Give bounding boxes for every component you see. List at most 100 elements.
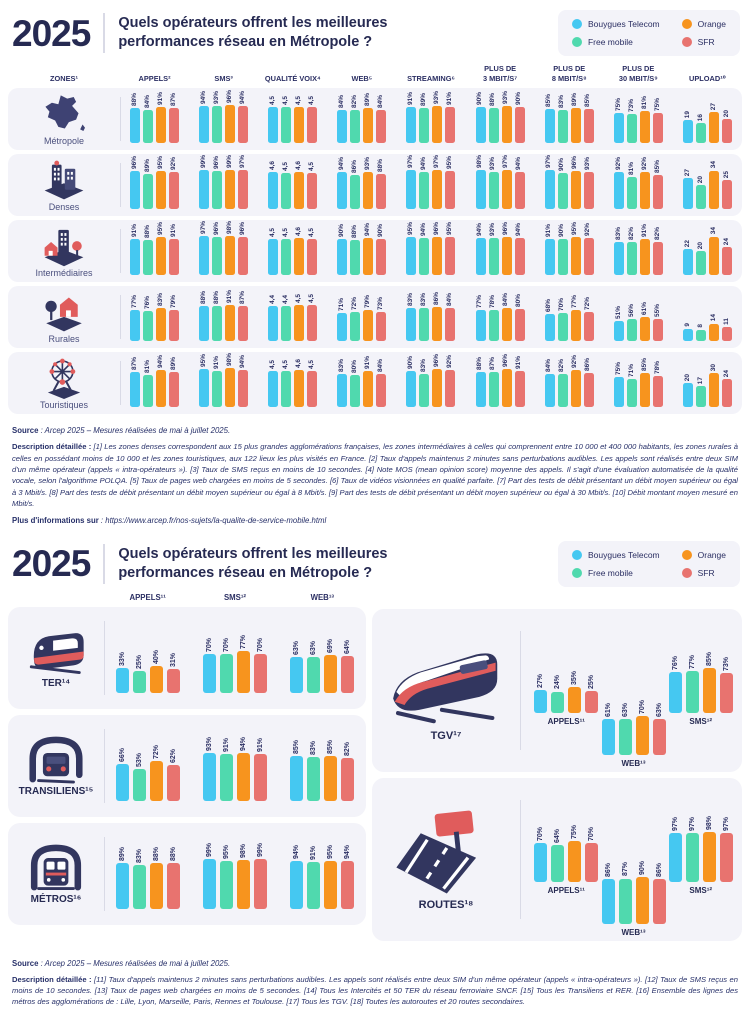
orange-bar bbox=[324, 654, 338, 693]
bouygues-bar bbox=[290, 656, 304, 693]
orange-bar bbox=[236, 859, 250, 909]
free-bar bbox=[488, 172, 499, 210]
bar-unit-orange: 96% bbox=[432, 354, 443, 408]
bar-value-label: 4,5 bbox=[282, 96, 290, 106]
bar-unit-free: 17 bbox=[695, 377, 706, 408]
bar-value-label: 75% bbox=[614, 98, 622, 112]
bar-value-label: 96% bbox=[212, 155, 220, 169]
bar-value-label: 94% bbox=[364, 222, 372, 236]
bar-value-label: 88% bbox=[489, 93, 497, 107]
bar-unit-bouygues: 90% bbox=[337, 224, 348, 276]
bar-value-label: 4,4 bbox=[282, 295, 290, 305]
bar-unit-free: 63% bbox=[307, 641, 321, 693]
bar-value-label: 86% bbox=[351, 159, 359, 173]
bouygues-bar bbox=[268, 172, 279, 210]
bar-group: 66% 53% 72% 62% bbox=[104, 745, 191, 816]
bouygues-bar bbox=[613, 172, 624, 210]
orange-bar bbox=[294, 107, 305, 144]
legend-label: Bouygues Telecom bbox=[587, 19, 660, 29]
bar-value-label: 76% bbox=[143, 295, 151, 309]
col-header-zones: ZONES¹ bbox=[50, 73, 78, 83]
bar-value-label: 93% bbox=[212, 91, 220, 105]
bar-unit-sfr: 70% bbox=[253, 638, 267, 693]
bar-unit-free: 4,5 bbox=[281, 360, 292, 408]
bar-value-label: 63% bbox=[293, 640, 301, 655]
bar-unit-free: 4,5 bbox=[281, 96, 292, 144]
bar-group: 19 16 27 20 bbox=[673, 103, 742, 151]
bar-unit-free: 90% bbox=[557, 158, 568, 210]
bar-value-label: 97% bbox=[688, 816, 696, 831]
bar-group: 97% 94% 97% 95% bbox=[396, 155, 465, 216]
orange-color-dot bbox=[681, 19, 692, 29]
source-text: : Arcep 2025 – Mesures réalisées de mai … bbox=[38, 958, 231, 968]
free-bar bbox=[419, 107, 430, 144]
bar-group: 77% 78% 84% 80% bbox=[466, 293, 535, 349]
bar-unit-orange: 89% bbox=[570, 93, 581, 144]
bar-value-label: 20 bbox=[722, 110, 730, 118]
bar-group: 91% 90% 95% 92% bbox=[535, 222, 604, 282]
bar-value-label: 89% bbox=[118, 846, 126, 861]
bouygues-bar bbox=[115, 668, 129, 693]
bar-unit-bouygues: 71% bbox=[337, 298, 348, 342]
bouygues-bar bbox=[130, 238, 141, 276]
bar-unit-bouygues: 4,5 bbox=[268, 228, 279, 276]
zone-cell: Intermédiaires bbox=[8, 220, 120, 282]
bar-unit-sfr: 64% bbox=[341, 640, 355, 693]
bar-unit-free: 88% bbox=[488, 93, 499, 144]
bar-value-label: 77% bbox=[476, 295, 484, 309]
description-text: [1] Les zones denses correspondent aux 1… bbox=[12, 442, 738, 509]
transport-panel-icon-cell: TGV¹⁷ bbox=[372, 609, 520, 772]
bar-value-label: 96% bbox=[502, 353, 510, 367]
bar-value-label: 99% bbox=[225, 154, 233, 168]
col-header-sms: SMS¹² bbox=[223, 592, 247, 602]
free-bar bbox=[557, 374, 568, 408]
bar-unit-free: 86% bbox=[350, 159, 361, 210]
free-bar bbox=[212, 370, 223, 408]
bouygues-bar bbox=[115, 763, 129, 801]
bar-value-label: 94% bbox=[338, 156, 346, 170]
bar-value-label: 94% bbox=[238, 354, 246, 368]
divider bbox=[104, 620, 105, 695]
bar-unit-free: 73% bbox=[626, 99, 637, 144]
bar-unit-bouygues: 27% bbox=[534, 674, 548, 713]
bar-group: 94% 86% 93% 88% bbox=[327, 157, 396, 217]
free-bar bbox=[695, 251, 706, 276]
bar-unit-bouygues: 99% bbox=[202, 843, 216, 909]
bar-value-label: 78% bbox=[489, 295, 497, 309]
metric-group-web: 86% 87% 90% 86% WEB¹³ bbox=[601, 861, 666, 937]
bar-unit-orange: 81% bbox=[639, 96, 650, 144]
col-header-streaming: STREAMING⁶ bbox=[407, 73, 455, 83]
bar-value-label: 94% bbox=[238, 90, 246, 104]
free-bar bbox=[626, 378, 637, 408]
free-bar bbox=[618, 718, 632, 755]
orange-bar bbox=[432, 170, 443, 210]
sfr-bar bbox=[307, 239, 318, 276]
free-bar bbox=[132, 865, 146, 909]
bar-unit-orange: 86% bbox=[432, 292, 443, 342]
bar-value-label: 92% bbox=[446, 355, 454, 369]
bouygues-bar bbox=[682, 328, 693, 342]
more-info-line: Plus d'informations sur : https://www.ar… bbox=[12, 516, 738, 525]
transport-cell: TER¹⁴ bbox=[8, 607, 104, 709]
more-info-link[interactable]: : https://www.arcep.fr/nos-sujets/la-qua… bbox=[98, 515, 327, 525]
bar-value-label: 87% bbox=[130, 357, 138, 371]
legend-label: Bouygues Telecom bbox=[587, 549, 660, 560]
sfr-bar bbox=[721, 379, 732, 408]
bar-value-label: 88% bbox=[351, 225, 359, 239]
bouygues-bar bbox=[534, 690, 548, 713]
col-header-web: WEB¹³ bbox=[310, 592, 335, 602]
bar-value-label: 19 bbox=[683, 111, 691, 119]
orange-bar bbox=[570, 370, 581, 408]
bar-value-label: 83% bbox=[135, 849, 143, 864]
bar-unit-bouygues: 90% bbox=[475, 92, 486, 144]
bar-unit-sfr: 63% bbox=[652, 703, 666, 755]
orange-bar bbox=[635, 716, 649, 755]
bouygues-bar bbox=[130, 310, 141, 342]
bar-value-label: 82% bbox=[653, 227, 661, 241]
bar-group: 88% 87% 96% 91% bbox=[466, 354, 535, 414]
bar-unit-orange: 96% bbox=[501, 353, 512, 408]
bouygues-bar bbox=[268, 306, 279, 342]
bar-unit-sfr: 88% bbox=[166, 847, 180, 909]
free-bar bbox=[307, 862, 321, 909]
metric-caption: SMS¹² bbox=[689, 716, 713, 726]
